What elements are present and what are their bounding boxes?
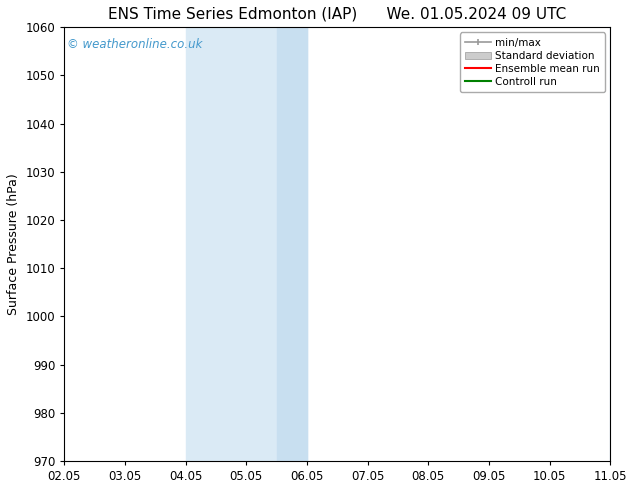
Bar <box>611 27 634 461</box>
Y-axis label: Surface Pressure (hPa): Surface Pressure (hPa) <box>7 173 20 315</box>
Title: ENS Time Series Edmonton (IAP)      We. 01.05.2024 09 UTC: ENS Time Series Edmonton (IAP) We. 01.05… <box>108 7 566 22</box>
Text: © weatheronline.co.uk: © weatheronline.co.uk <box>67 38 202 51</box>
Bar <box>276 27 307 461</box>
Bar <box>186 27 307 461</box>
Legend: min/max, Standard deviation, Ensemble mean run, Controll run: min/max, Standard deviation, Ensemble me… <box>460 32 605 92</box>
Bar <box>628 27 634 461</box>
